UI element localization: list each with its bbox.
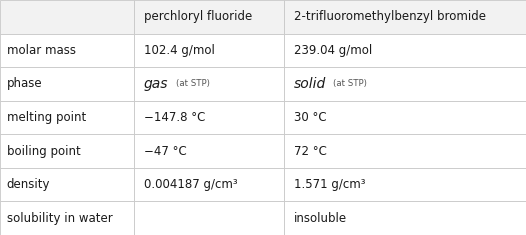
Bar — [0, 134, 134, 168]
Text: −147.8 °C: −147.8 °C — [144, 111, 205, 124]
Text: density: density — [7, 178, 50, 191]
Bar — [134, 134, 284, 168]
Text: 2-trifluoromethylbenzyl bromide: 2-trifluoromethylbenzyl bromide — [294, 10, 485, 23]
Text: (at STP): (at STP) — [176, 79, 210, 88]
Text: −47 °C: −47 °C — [144, 145, 186, 158]
Bar — [284, 0, 526, 34]
Bar — [134, 101, 284, 134]
Bar — [134, 34, 284, 67]
Bar — [0, 34, 134, 67]
Text: 239.04 g/mol: 239.04 g/mol — [294, 44, 372, 57]
Bar — [0, 0, 134, 34]
Bar — [134, 0, 284, 34]
Bar — [134, 201, 284, 235]
Text: 0.004187 g/cm³: 0.004187 g/cm³ — [144, 178, 237, 191]
Bar — [134, 67, 284, 101]
Bar — [284, 101, 526, 134]
Text: solubility in water: solubility in water — [7, 212, 113, 225]
Text: perchloryl fluoride: perchloryl fluoride — [144, 10, 252, 23]
Bar — [0, 67, 134, 101]
Text: molar mass: molar mass — [7, 44, 76, 57]
Bar — [284, 34, 526, 67]
Bar — [134, 168, 284, 201]
Text: gas: gas — [144, 77, 168, 91]
Bar — [284, 201, 526, 235]
Text: insoluble: insoluble — [294, 212, 347, 225]
Bar — [284, 168, 526, 201]
Text: 30 °C: 30 °C — [294, 111, 326, 124]
Bar — [0, 168, 134, 201]
Bar — [0, 201, 134, 235]
Text: boiling point: boiling point — [7, 145, 80, 158]
Bar — [0, 101, 134, 134]
Bar — [284, 134, 526, 168]
Text: 1.571 g/cm³: 1.571 g/cm³ — [294, 178, 365, 191]
Bar — [284, 67, 526, 101]
Text: (at STP): (at STP) — [333, 79, 367, 88]
Text: phase: phase — [7, 77, 43, 90]
Text: 72 °C: 72 °C — [294, 145, 326, 158]
Text: solid: solid — [294, 77, 326, 91]
Text: 102.4 g/mol: 102.4 g/mol — [144, 44, 215, 57]
Text: melting point: melting point — [7, 111, 86, 124]
